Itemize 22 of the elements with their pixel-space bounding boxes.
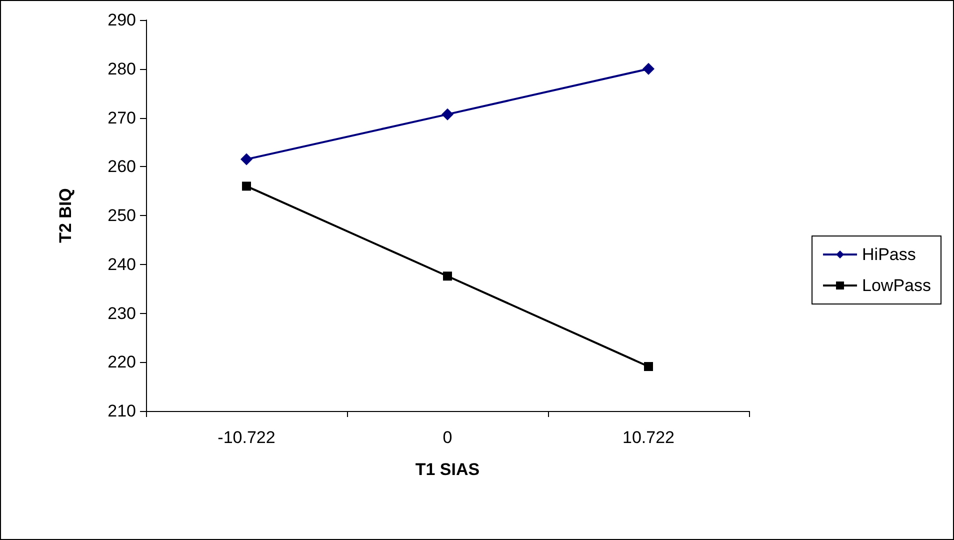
y-tick-label: 250 [108,206,136,225]
y-tick-label: 290 [108,10,136,30]
x-tick-label: 0 [442,428,452,447]
point [242,182,251,191]
y-tick-label: 230 [108,304,136,323]
point [644,362,653,372]
point [240,153,252,166]
y-tick-label: 270 [108,108,136,128]
x-axis-title: T1 SIAS [415,460,480,479]
y-tick-label: 210 [108,402,136,420]
point [442,108,454,120]
point [642,62,654,75]
x-tick-label: -10.722 [218,428,276,447]
y-tick-label: 260 [108,157,136,176]
y-axis-title: T2 BIQ [56,188,75,243]
y-tick-label: 280 [108,59,136,78]
point [443,272,452,281]
legend-label: LowPass [862,276,932,295]
y-tick-label: 220 [108,352,136,372]
legend-label: HiPass [862,245,916,264]
x-tick-label: 10.722 [622,428,674,447]
y-tick-label: 240 [108,254,136,274]
